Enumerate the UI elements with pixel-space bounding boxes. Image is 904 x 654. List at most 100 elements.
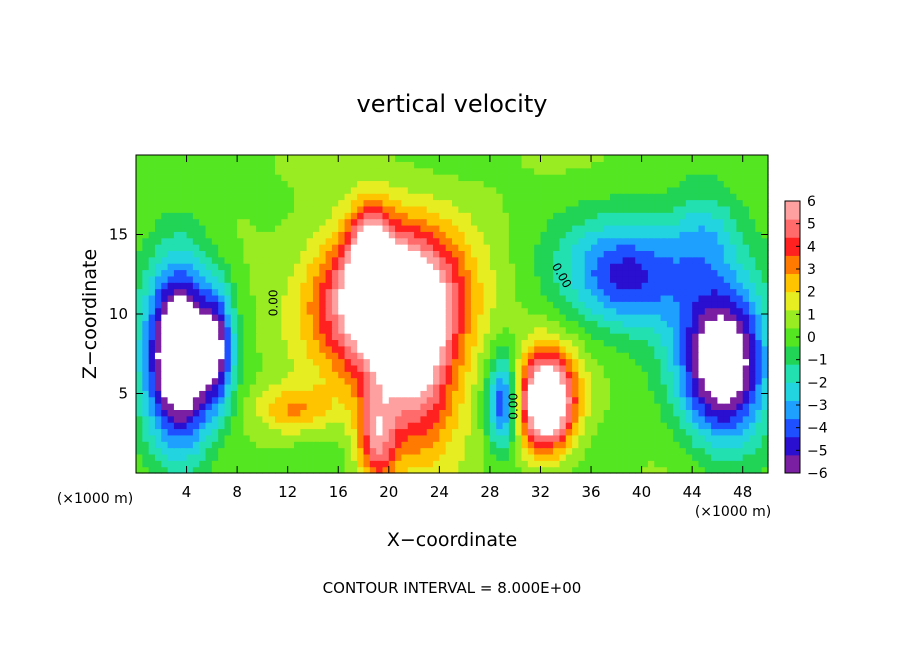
heatmap-cell — [199, 244, 207, 251]
heatmap-cell — [584, 301, 592, 309]
heatmap-cell — [622, 453, 630, 461]
heatmap-cell — [483, 333, 491, 341]
heatmap-cell — [237, 377, 245, 385]
heatmap-cell — [521, 193, 529, 201]
heatmap-cell — [180, 269, 188, 277]
heatmap-cell — [136, 377, 143, 385]
heatmap-cell — [698, 244, 706, 251]
heatmap-cell — [527, 333, 535, 341]
heatmap-cell — [597, 352, 605, 360]
heatmap-cell — [167, 180, 175, 188]
heatmap-cell — [540, 377, 548, 385]
heatmap-cell — [325, 447, 333, 455]
heatmap-cell — [357, 352, 365, 360]
heatmap-cell — [148, 352, 156, 360]
heatmap-cell — [192, 174, 200, 182]
heatmap-cell — [654, 466, 662, 474]
heatmap-cell — [237, 339, 245, 347]
heatmap-cell — [654, 301, 662, 309]
heatmap-cell — [654, 288, 662, 296]
heatmap-cell — [565, 377, 573, 385]
heatmap-cell — [628, 396, 636, 404]
heatmap-cell — [654, 409, 662, 417]
heatmap-cell — [287, 205, 295, 213]
heatmap-cell — [237, 415, 245, 423]
heatmap-cell — [704, 333, 712, 341]
heatmap-cell — [572, 231, 579, 239]
heatmap-cell — [262, 428, 270, 436]
heatmap-cell — [704, 205, 712, 213]
heatmap-cell — [192, 352, 200, 360]
heatmap-cell — [262, 282, 270, 290]
heatmap-cell — [433, 250, 440, 258]
heatmap-cell — [294, 231, 301, 239]
heatmap-cell — [148, 428, 156, 436]
heatmap-cell — [268, 193, 276, 201]
heatmap-cell — [470, 180, 478, 188]
heatmap-cell — [294, 466, 301, 474]
heatmap-cell — [395, 364, 403, 372]
heatmap-cell — [742, 180, 750, 188]
heatmap-cell — [534, 263, 542, 271]
heatmap-cell — [414, 294, 421, 302]
heatmap-cell — [173, 352, 181, 360]
heatmap-cell — [508, 345, 516, 353]
heatmap-cell — [148, 237, 156, 245]
heatmap-cell — [357, 441, 365, 449]
heatmap-cell — [452, 307, 459, 315]
heatmap-cell — [243, 199, 251, 207]
heatmap-cell — [407, 180, 415, 188]
heatmap-cell — [306, 434, 314, 442]
heatmap-cell — [199, 364, 207, 372]
heatmap-cell — [470, 231, 478, 239]
heatmap-cell — [755, 256, 763, 264]
heatmap-cell — [610, 326, 617, 334]
heatmap-cell — [635, 352, 643, 360]
heatmap-cell — [692, 415, 700, 423]
heatmap-cell — [281, 301, 289, 309]
heatmap-cell — [148, 174, 156, 182]
heatmap-cell — [508, 326, 516, 334]
heatmap-cell — [262, 161, 270, 169]
heatmap-cell — [211, 422, 219, 430]
heatmap-cell — [350, 155, 358, 162]
heatmap-cell — [755, 345, 763, 353]
heatmap-cell — [635, 237, 643, 245]
heatmap-cell — [357, 161, 365, 169]
heatmap-cell — [565, 244, 573, 251]
heatmap-cell — [489, 250, 497, 258]
heatmap-cell — [154, 205, 162, 213]
heatmap-cell — [148, 447, 156, 455]
heatmap-cell — [401, 377, 409, 385]
heatmap-cell — [325, 339, 333, 347]
heatmap-cell — [205, 205, 213, 213]
heatmap-cell — [647, 250, 655, 258]
heatmap-cell — [654, 199, 662, 207]
heatmap-cell — [660, 180, 668, 188]
heatmap-cell — [136, 396, 143, 404]
heatmap-cell — [679, 205, 687, 213]
heatmap-cell — [597, 396, 605, 404]
heatmap-cell — [597, 314, 605, 321]
heatmap-cell — [439, 415, 447, 423]
heatmap-cell — [489, 428, 497, 436]
heatmap-cell — [483, 320, 491, 328]
heatmap-cell — [287, 224, 295, 232]
heatmap-cell — [287, 314, 295, 321]
heatmap-cell — [508, 403, 516, 410]
heatmap-cell — [654, 339, 662, 347]
heatmap-cell — [205, 244, 213, 251]
heatmap-cell — [407, 205, 415, 213]
heatmap-cell — [553, 390, 561, 398]
heatmap-cell — [679, 263, 687, 271]
heatmap-cell — [199, 282, 207, 290]
heatmap-cell — [249, 364, 257, 372]
heatmap-cell — [148, 390, 156, 398]
heatmap-cell — [300, 199, 308, 207]
heatmap-cell — [325, 358, 333, 366]
heatmap-cell — [591, 383, 598, 391]
heatmap-cell — [546, 250, 554, 258]
heatmap-cell — [142, 269, 150, 277]
heatmap-cell — [470, 320, 478, 328]
heatmap-cell — [635, 244, 643, 251]
